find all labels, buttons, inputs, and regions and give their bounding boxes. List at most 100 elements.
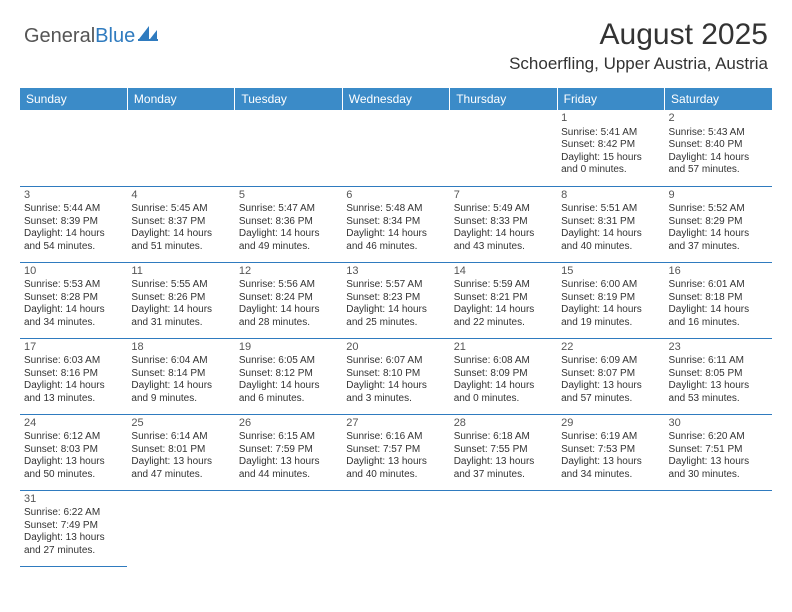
day-cell: 8Sunrise: 5:51 AMSunset: 8:31 PMDaylight… — [557, 186, 664, 262]
sunrise-text: Sunrise: 5:48 AM — [346, 203, 445, 216]
sunset-text: Sunset: 8:16 PM — [24, 368, 123, 381]
sunset-text: Sunset: 8:33 PM — [454, 216, 553, 229]
sunset-text: Sunset: 8:18 PM — [669, 292, 768, 305]
day-number: 5 — [239, 189, 338, 203]
daylight-text: Daylight: 14 hours and 9 minutes. — [131, 380, 230, 405]
day-number: 4 — [131, 189, 230, 203]
sunrise-text: Sunrise: 6:07 AM — [346, 355, 445, 368]
daylight-text: Daylight: 14 hours and 3 minutes. — [346, 380, 445, 405]
daylight-text: Daylight: 13 hours and 27 minutes. — [24, 532, 123, 557]
logo-text-blue: Blue — [95, 25, 135, 48]
day-number: 28 — [454, 417, 553, 431]
day-cell: 6Sunrise: 5:48 AMSunset: 8:34 PMDaylight… — [342, 186, 449, 262]
sunrise-text: Sunrise: 5:45 AM — [131, 203, 230, 216]
weekday-header: Tuesday — [235, 88, 342, 110]
daylight-text: Daylight: 14 hours and 19 minutes. — [561, 304, 660, 329]
sunrise-text: Sunrise: 5:55 AM — [131, 279, 230, 292]
daylight-text: Daylight: 14 hours and 6 minutes. — [239, 380, 338, 405]
weekday-header: Sunday — [20, 88, 127, 110]
day-cell: 12Sunrise: 5:56 AMSunset: 8:24 PMDayligh… — [235, 262, 342, 338]
day-cell: 17Sunrise: 6:03 AMSunset: 8:16 PMDayligh… — [20, 338, 127, 414]
weekday-header-row: SundayMondayTuesdayWednesdayThursdayFrid… — [20, 88, 772, 110]
sunset-text: Sunset: 8:26 PM — [131, 292, 230, 305]
day-number: 11 — [131, 265, 230, 279]
sunset-text: Sunset: 8:05 PM — [669, 368, 768, 381]
day-cell: 15Sunrise: 6:00 AMSunset: 8:19 PMDayligh… — [557, 262, 664, 338]
daylight-text: Daylight: 13 hours and 53 minutes. — [669, 380, 768, 405]
day-number: 8 — [561, 189, 660, 203]
sunset-text: Sunset: 8:23 PM — [346, 292, 445, 305]
sunrise-text: Sunrise: 5:56 AM — [239, 279, 338, 292]
day-cell: 5Sunrise: 5:47 AMSunset: 8:36 PMDaylight… — [235, 186, 342, 262]
sunrise-text: Sunrise: 6:19 AM — [561, 431, 660, 444]
day-number: 1 — [561, 112, 660, 126]
sunrise-text: Sunrise: 5:57 AM — [346, 279, 445, 292]
day-cell: 1Sunrise: 5:41 AMSunset: 8:42 PMDaylight… — [557, 110, 664, 186]
day-cell: 31Sunrise: 6:22 AMSunset: 7:49 PMDayligh… — [20, 490, 127, 566]
empty-cell — [342, 110, 449, 186]
empty-cell — [20, 110, 127, 186]
day-number: 7 — [454, 189, 553, 203]
sunset-text: Sunset: 8:24 PM — [239, 292, 338, 305]
day-number: 25 — [131, 417, 230, 431]
empty-cell — [235, 490, 342, 566]
empty-cell — [235, 110, 342, 186]
empty-cell — [450, 110, 557, 186]
sunset-text: Sunset: 7:53 PM — [561, 444, 660, 457]
sunset-text: Sunset: 8:39 PM — [24, 216, 123, 229]
day-cell: 24Sunrise: 6:12 AMSunset: 8:03 PMDayligh… — [20, 414, 127, 490]
daylight-text: Daylight: 13 hours and 34 minutes. — [561, 456, 660, 481]
sunset-text: Sunset: 8:07 PM — [561, 368, 660, 381]
logo-text-general: General — [24, 25, 95, 48]
daylight-text: Daylight: 14 hours and 28 minutes. — [239, 304, 338, 329]
daylight-text: Daylight: 14 hours and 51 minutes. — [131, 228, 230, 253]
sunrise-text: Sunrise: 5:49 AM — [454, 203, 553, 216]
day-number: 30 — [669, 417, 768, 431]
sunset-text: Sunset: 8:09 PM — [454, 368, 553, 381]
sunrise-text: Sunrise: 5:52 AM — [669, 203, 768, 216]
day-cell: 3Sunrise: 5:44 AMSunset: 8:39 PMDaylight… — [20, 186, 127, 262]
sunrise-text: Sunrise: 6:09 AM — [561, 355, 660, 368]
sunrise-text: Sunrise: 6:15 AM — [239, 431, 338, 444]
empty-cell — [127, 490, 234, 566]
empty-cell — [450, 490, 557, 566]
sunrise-text: Sunrise: 6:22 AM — [24, 507, 123, 520]
sunset-text: Sunset: 8:29 PM — [669, 216, 768, 229]
weekday-header: Wednesday — [342, 88, 449, 110]
day-cell: 23Sunrise: 6:11 AMSunset: 8:05 PMDayligh… — [665, 338, 772, 414]
day-cell: 10Sunrise: 5:53 AMSunset: 8:28 PMDayligh… — [20, 262, 127, 338]
daylight-text: Daylight: 13 hours and 37 minutes. — [454, 456, 553, 481]
day-number: 19 — [239, 341, 338, 355]
daylight-text: Daylight: 14 hours and 54 minutes. — [24, 228, 123, 253]
sunset-text: Sunset: 8:01 PM — [131, 444, 230, 457]
sunset-text: Sunset: 8:36 PM — [239, 216, 338, 229]
sunrise-text: Sunrise: 5:47 AM — [239, 203, 338, 216]
day-cell: 18Sunrise: 6:04 AMSunset: 8:14 PMDayligh… — [127, 338, 234, 414]
day-cell: 21Sunrise: 6:08 AMSunset: 8:09 PMDayligh… — [450, 338, 557, 414]
day-number: 12 — [239, 265, 338, 279]
day-number: 31 — [24, 493, 123, 507]
day-number: 15 — [561, 265, 660, 279]
sunset-text: Sunset: 8:14 PM — [131, 368, 230, 381]
calendar-table: SundayMondayTuesdayWednesdayThursdayFrid… — [20, 88, 772, 567]
day-cell: 14Sunrise: 5:59 AMSunset: 8:21 PMDayligh… — [450, 262, 557, 338]
empty-cell — [557, 490, 664, 566]
daylight-text: Daylight: 14 hours and 25 minutes. — [346, 304, 445, 329]
daylight-text: Daylight: 14 hours and 43 minutes. — [454, 228, 553, 253]
day-number: 20 — [346, 341, 445, 355]
day-cell: 20Sunrise: 6:07 AMSunset: 8:10 PMDayligh… — [342, 338, 449, 414]
sunrise-text: Sunrise: 5:41 AM — [561, 127, 660, 140]
day-cell: 4Sunrise: 5:45 AMSunset: 8:37 PMDaylight… — [127, 186, 234, 262]
daylight-text: Daylight: 13 hours and 50 minutes. — [24, 456, 123, 481]
location: Schoerfling, Upper Austria, Austria — [509, 54, 768, 74]
day-number: 27 — [346, 417, 445, 431]
sunrise-text: Sunrise: 6:03 AM — [24, 355, 123, 368]
sunrise-text: Sunrise: 6:18 AM — [454, 431, 553, 444]
sunrise-text: Sunrise: 6:20 AM — [669, 431, 768, 444]
sunrise-text: Sunrise: 6:12 AM — [24, 431, 123, 444]
sunset-text: Sunset: 8:40 PM — [669, 139, 768, 152]
sunrise-text: Sunrise: 6:11 AM — [669, 355, 768, 368]
daylight-text: Daylight: 14 hours and 37 minutes. — [669, 228, 768, 253]
day-cell: 27Sunrise: 6:16 AMSunset: 7:57 PMDayligh… — [342, 414, 449, 490]
sunset-text: Sunset: 8:28 PM — [24, 292, 123, 305]
